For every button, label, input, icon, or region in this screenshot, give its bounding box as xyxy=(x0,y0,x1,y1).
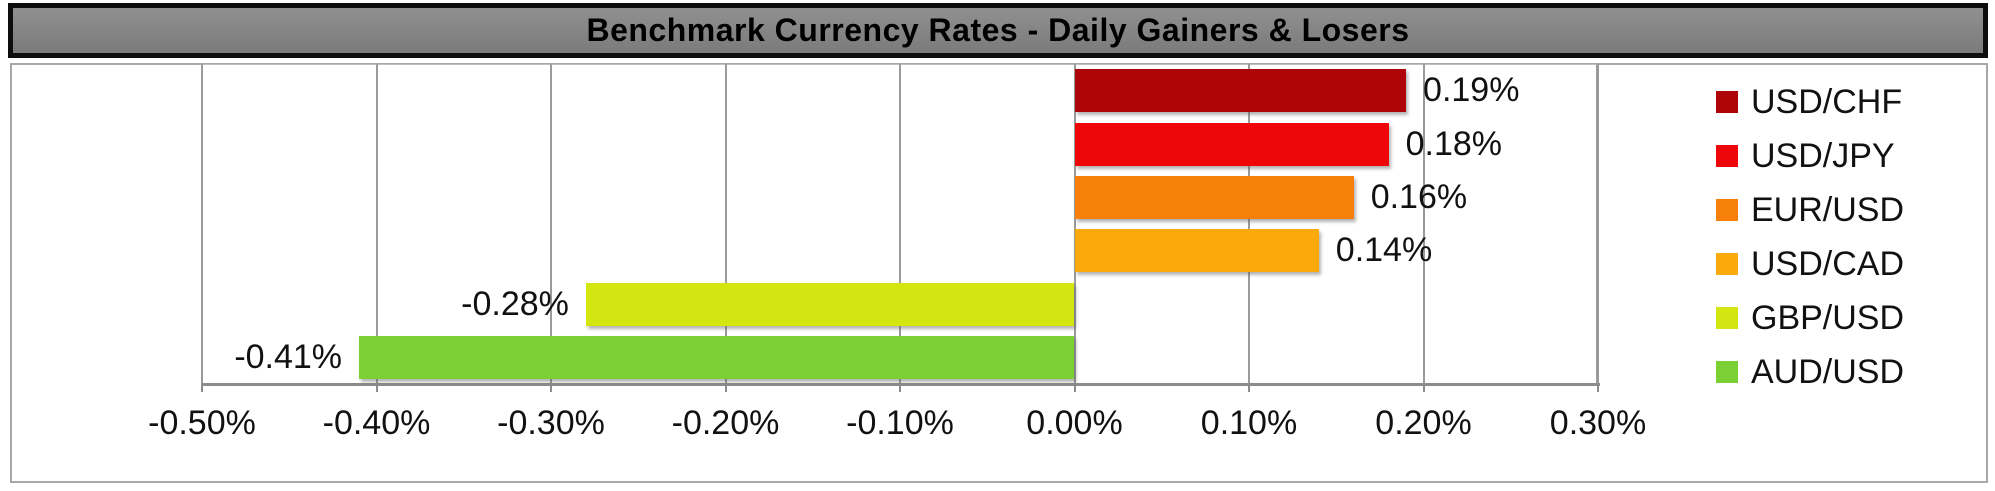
tick-mark--0.30% xyxy=(550,384,552,392)
gridline-0.00% xyxy=(1073,64,1076,384)
legend-swatch-GBP/USD xyxy=(1716,307,1738,329)
legend-swatch-USD/CAD xyxy=(1716,253,1738,275)
bar-GBP/USD xyxy=(585,282,1075,326)
legend: USD/CHF USD/JPY EUR/USD USD/CAD GBP/USD AUD/U… xyxy=(1716,75,1904,399)
legend-swatch-AUD/USD xyxy=(1716,361,1738,383)
chart-title-bar: Benchmark Currency Rates - Daily Gainers… xyxy=(8,3,1988,58)
x-tick-label: -0.10% xyxy=(846,404,954,442)
x-tick-label: 0.10% xyxy=(1200,404,1298,442)
tick-mark--0.20% xyxy=(724,384,727,392)
tick-mark--0.40% xyxy=(375,384,378,392)
legend-entry-USD/CAD: USD/CAD xyxy=(1716,237,1904,291)
data-label-AUD/USD: -0.41% xyxy=(234,337,343,376)
x-tick-label: 0.20% xyxy=(1375,404,1472,442)
tick-mark--0.50% xyxy=(201,384,203,392)
legend-swatch-EUR/USD xyxy=(1716,199,1738,221)
legend-swatch-USD/JPY xyxy=(1716,145,1738,167)
tick-mark-0.20% xyxy=(1422,384,1425,392)
x-tick-label: -0.50% xyxy=(148,404,256,442)
legend-label: GBP/USD xyxy=(1751,298,1905,337)
gridline-0.10% xyxy=(1248,64,1250,384)
gridline-0.30% xyxy=(1597,64,1599,384)
x-tick-label: -0.20% xyxy=(671,404,780,442)
legend-entry-AUD/USD: AUD/USD xyxy=(1716,345,1904,399)
bar-USD/CHF xyxy=(1074,69,1407,113)
bar-USD/JPY xyxy=(1074,122,1389,166)
gridline--0.40% xyxy=(375,64,378,384)
legend-label: USD/JPY xyxy=(1751,136,1895,175)
legend-entry-USD/JPY: USD/JPY xyxy=(1716,129,1904,183)
gridline--0.50% xyxy=(201,64,203,384)
tick-mark-0.30% xyxy=(1597,384,1599,392)
bar-AUD/USD xyxy=(359,335,1075,379)
legend-label: USD/CAD xyxy=(1751,244,1905,283)
x-tick-label: -0.40% xyxy=(322,404,431,442)
chart-title: Benchmark Currency Rates - Daily Gainers… xyxy=(586,12,1410,48)
tick-mark-0.00% xyxy=(1073,384,1076,392)
data-label-GBP/USD: -0.28% xyxy=(461,284,569,323)
legend-label: AUD/USD xyxy=(1751,352,1905,391)
bar-USD/CAD xyxy=(1074,229,1319,273)
x-axis-line xyxy=(202,383,1600,386)
x-tick-label: -0.30% xyxy=(497,404,605,442)
legend-entry-GBP/USD: GBP/USD xyxy=(1716,291,1904,345)
gridline--0.10% xyxy=(899,64,901,384)
legend-entry-USD/CHF: USD/CHF xyxy=(1716,75,1904,129)
gridline--0.30% xyxy=(550,64,552,384)
x-tick-label: 0.00% xyxy=(1026,404,1123,442)
legend-entry-EUR/USD: EUR/USD xyxy=(1716,183,1904,237)
gridline--0.20% xyxy=(724,64,727,384)
data-label-USD/CAD: 0.14% xyxy=(1335,231,1433,270)
gridline-0.20% xyxy=(1422,64,1425,384)
data-label-EUR/USD: 0.16% xyxy=(1370,177,1468,216)
bar-EUR/USD xyxy=(1074,175,1354,219)
data-label-USD/JPY: 0.18% xyxy=(1405,124,1502,163)
data-label-USD/CHF: 0.19% xyxy=(1423,71,1520,110)
tick-mark-0.10% xyxy=(1248,384,1250,392)
x-tick-label: 0.30% xyxy=(1549,404,1647,442)
legend-label: EUR/USD xyxy=(1751,190,1905,229)
legend-swatch-USD/CHF xyxy=(1716,91,1738,113)
tick-mark--0.10% xyxy=(899,384,901,392)
legend-label: USD/CHF xyxy=(1751,82,1903,121)
